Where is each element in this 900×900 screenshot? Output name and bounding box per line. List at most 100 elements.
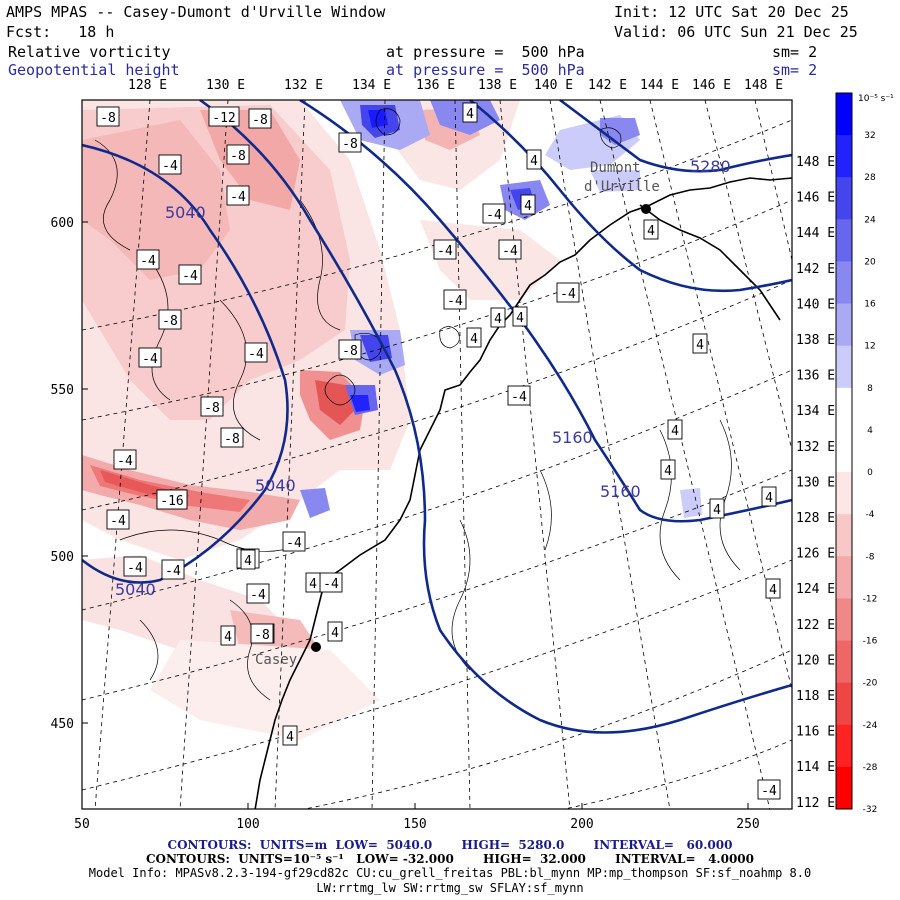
- longitude-label: 128 E: [128, 78, 167, 93]
- colorbar-swatch: [836, 514, 852, 557]
- vorticity-label-box: [200, 396, 224, 417]
- vorticity-label-box: [248, 108, 272, 129]
- height-label: 5160: [600, 482, 641, 501]
- longitude-label: 136 E: [796, 369, 835, 384]
- vorticity-label: -4: [248, 347, 264, 362]
- colorbar-label: -8: [866, 552, 875, 562]
- vorticity-label-box: [520, 194, 536, 215]
- longitude-label: 120 E: [796, 653, 835, 668]
- vorticity-label-box: [692, 333, 708, 354]
- height-label: 5280: [690, 157, 731, 176]
- height-label: 5160: [552, 428, 593, 447]
- vorticity-label-box: [490, 307, 506, 328]
- y-tick-label: 450: [51, 717, 74, 732]
- vorticity-label: -4: [286, 536, 302, 551]
- colorbar-label: -12: [863, 594, 878, 604]
- vorticity-label: 4: [494, 312, 502, 327]
- vorticity-label: 4: [765, 491, 773, 506]
- forecast-hour: Fcst: 18 h: [6, 23, 115, 41]
- vorticity-label-box: [220, 427, 244, 448]
- right-longitude-labels: 148 E 146 E 144 E 142 E 140 E 138 E 136 E 134 E…: [796, 155, 835, 811]
- vorticity-label-box: [327, 621, 343, 642]
- vorticity-label-box: [178, 264, 202, 285]
- vorticity-label-box: [161, 559, 185, 580]
- colorbar-swatch: [836, 766, 852, 810]
- station-marker: [641, 204, 651, 214]
- vorticity-label-box: [660, 459, 676, 480]
- model-info: Model Info: MPASv8.2.3-194-gf29cd82c CU:…: [88, 866, 812, 880]
- x-axis-ticks: 50 100 150 200 250: [74, 803, 760, 832]
- vorticity-label-box: [282, 531, 306, 552]
- vorticity-label-box: [507, 385, 531, 406]
- longitude-label: 142 E: [588, 78, 627, 93]
- longitude-label: 112 E: [796, 796, 835, 811]
- init-time: Init: 12 UTC Sat 20 Dec 25: [614, 3, 849, 21]
- colorbar-swatch: [836, 682, 852, 726]
- vorticity-label-box: [282, 725, 298, 746]
- station-label: d'Urville: [584, 179, 660, 195]
- colorbar-swatch: [836, 387, 852, 431]
- vorticity-label: -4: [560, 287, 576, 302]
- colorbar-swatch: [836, 724, 852, 768]
- vorticity-label-box: [136, 249, 160, 270]
- longitude-label: 140 E: [534, 78, 573, 93]
- height-label: 5040: [115, 580, 156, 599]
- longitude-label: 132 E: [284, 78, 323, 93]
- field2-name: Geopotential height: [8, 61, 180, 79]
- longitude-label: 142 E: [796, 262, 835, 277]
- vorticity-label: -4: [250, 588, 266, 603]
- colorbar-label: 16: [864, 300, 876, 310]
- colorbar-swatch: [836, 640, 852, 684]
- vorticity-label: -8: [162, 314, 178, 329]
- y-tick-label: 550: [51, 383, 74, 398]
- colorbar-swatch: [836, 261, 852, 305]
- vorticity-label: -4: [323, 577, 339, 592]
- longitude-label: 114 E: [796, 760, 835, 775]
- colorbar-label: 0: [867, 468, 873, 478]
- vorticity-label-box: [526, 149, 542, 170]
- vorticity-label-box: [246, 583, 270, 604]
- y-tick-label: 600: [51, 216, 74, 231]
- plot-frame: [81, 99, 793, 810]
- colorbar-swatch: [836, 598, 852, 642]
- colorbar-unit: 10⁻⁵ s⁻¹: [858, 94, 894, 104]
- vorticity-label: 4: [309, 577, 317, 592]
- vorticity-label: -4: [165, 564, 181, 579]
- vorticity-label: 4: [466, 107, 474, 122]
- colorbar-swatch: [836, 429, 852, 473]
- longitude-label: 118 E: [796, 689, 835, 704]
- longitude-label: 144 E: [640, 78, 679, 93]
- vorticity-label-box: [123, 556, 147, 577]
- x-tick-label: 200: [570, 817, 593, 832]
- colorbar-swatch: [836, 219, 852, 262]
- longitude-label: 136 E: [416, 78, 455, 93]
- vorticity-label-box: [250, 623, 274, 644]
- longitude-label: 134 E: [796, 404, 835, 419]
- vorticity-label-box: [512, 306, 528, 327]
- vorticity-label: 4: [713, 503, 721, 518]
- vorticity-label-box: [482, 203, 506, 224]
- longitude-label: 134 E: [352, 78, 391, 93]
- vorticity-label: -12: [212, 111, 235, 126]
- field1-name: Relative vorticity: [8, 43, 171, 61]
- height-label: 5040: [255, 476, 296, 495]
- colorbar-swatch: [836, 556, 852, 599]
- map-title: AMPS MPAS -- Casey-Dumont d'Urville Wind…: [6, 3, 386, 21]
- vorticity-label-box: [462, 102, 478, 123]
- vorticity-label: -8: [224, 432, 240, 447]
- longitude-label: 146 E: [692, 78, 731, 93]
- station-label: Casey: [255, 652, 297, 668]
- longitude-label: 116 E: [796, 725, 835, 740]
- vorticity-label-box: [757, 779, 781, 800]
- vorticity-label-box: [765, 578, 781, 599]
- vorticity-label-box: [433, 239, 457, 260]
- vorticity-label: -8: [204, 401, 220, 416]
- vorticity-label: -8: [342, 344, 358, 359]
- vorticity-label: 4: [286, 730, 294, 745]
- colorbar-swatch: [836, 303, 852, 347]
- vorticity-label: -4: [447, 294, 463, 309]
- vorticity-label: -16: [160, 494, 183, 509]
- vorticity-label-box: [667, 419, 683, 440]
- longitude-label: 130 E: [206, 78, 245, 93]
